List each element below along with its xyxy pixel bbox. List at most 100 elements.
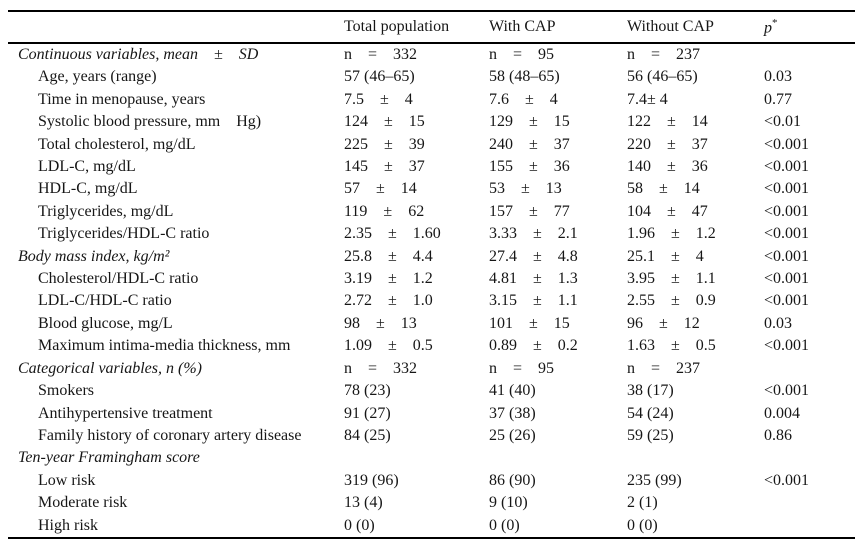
cell-without-cap: 3.95 ± 1.1 — [627, 270, 716, 288]
table-row-triglycerides: Triglycerides, mg/dL 119 ± 62 157 ± 77 1… — [8, 201, 855, 223]
cell-p: <0.001 — [764, 202, 810, 220]
table-row-systolic-bp: Systolic blood pressure, mm Hg) 124 ± 15… — [8, 111, 855, 133]
row-label: Systolic blood pressure, mm Hg) — [38, 113, 262, 131]
row-label: Low risk — [38, 471, 96, 489]
cell-total: n = 332 — [344, 359, 418, 377]
table-row-blood-glucose: Blood glucose, mg/L 98 ± 13 101 ± 15 96 … — [8, 313, 855, 335]
cell-p: 0.03 — [764, 314, 792, 332]
header-without-cap: Without CAP — [627, 18, 714, 35]
row-label: LDL-C/HDL-C ratio — [38, 292, 172, 310]
header-with-cap: With CAP — [489, 18, 556, 35]
cell-with-cap: 41 (40) — [489, 382, 536, 400]
cell-total: 119 ± 62 — [344, 202, 425, 220]
cell-without-cap: 96 ± 12 — [627, 314, 700, 332]
cell-without-cap: 220 ± 37 — [627, 135, 708, 153]
cell-with-cap: 0 (0) — [489, 516, 520, 534]
table-row-section-bmi: Body mass index, kg/m² 25.8 ± 4.4 27.4 ±… — [8, 246, 855, 268]
cell-without-cap: 58 ± 14 — [627, 180, 700, 198]
cell-total: 3.19 ± 1.2 — [344, 270, 433, 288]
cell-total: 145 ± 37 — [344, 158, 425, 176]
cell-with-cap: 157 ± 77 — [489, 202, 570, 220]
cell-total: 0 (0) — [344, 516, 375, 534]
row-label: Cholesterol/HDL-C ratio — [38, 270, 199, 288]
cell-total — [344, 447, 489, 469]
table-row-cholesterol-hdl-ratio: Cholesterol/HDL-C ratio 3.19 ± 1.2 4.81 … — [8, 268, 855, 290]
cell-without-cap: 38 (17) — [627, 382, 674, 400]
table-row-total-cholesterol: Total cholesterol, mg/dL 225 ± 39 240 ± … — [8, 134, 855, 156]
cell-p: <0.01 — [764, 113, 802, 131]
cell-total: 98 ± 13 — [344, 314, 417, 332]
table-row-antihypertensive: Antihypertensive treatment 91 (27) 37 (3… — [8, 403, 855, 425]
row-label: Ten-year Framingham score — [18, 449, 200, 467]
cell-p: <0.001 — [764, 158, 810, 176]
cell-with-cap: n = 95 — [489, 359, 555, 377]
header-p-value: p* — [764, 11, 855, 43]
cell-without-cap: 1.96 ± 1.2 — [627, 225, 716, 243]
cell-p: <0.001 — [764, 135, 810, 153]
table-header: Total population With CAP Without CAP p* — [8, 11, 855, 43]
cell-total: 1.09 ± 0.5 — [344, 337, 433, 355]
cell-p — [764, 43, 855, 66]
row-label: Smokers — [38, 382, 94, 400]
cell-p — [764, 358, 855, 380]
cell-p: 0.004 — [764, 404, 800, 422]
table-row-high-risk: High risk 0 (0) 0 (0) 0 (0) — [8, 515, 855, 538]
cell-p: <0.001 — [764, 382, 810, 400]
table-row-section-framingham: Ten-year Framingham score — [8, 447, 855, 469]
cell-with-cap: 58 (48–65) — [489, 68, 560, 86]
cell-without-cap: 54 (24) — [627, 404, 674, 422]
table-row-hdl-c: HDL-C, mg/dL 57 ± 14 53 ± 13 58 ± 14 <0.… — [8, 178, 855, 200]
row-label: Triglycerides/HDL-C ratio — [38, 225, 210, 243]
header-row: Total population With CAP Without CAP p* — [8, 11, 855, 43]
cell-without-cap: 2 (1) — [627, 494, 658, 512]
cell-without-cap: 56 (46–65) — [627, 68, 698, 86]
cell-with-cap: 129 ± 15 — [489, 113, 570, 131]
cell-total: 13 (4) — [344, 494, 383, 512]
cell-without-cap: 140 ± 36 — [627, 158, 708, 176]
row-label: High risk — [38, 516, 98, 534]
cell-p: <0.001 — [764, 180, 810, 198]
cell-total: 25.8 ± 4.4 — [344, 247, 433, 265]
cell-total: 2.35 ± 1.60 — [344, 225, 441, 243]
row-label: HDL-C, mg/dL — [38, 180, 138, 198]
row-label: Antihypertensive treatment — [38, 404, 213, 422]
row-label: Categorical variables, n (%) — [18, 359, 202, 377]
cell-with-cap: n = 95 — [489, 46, 555, 63]
table-row-smokers: Smokers 78 (23) 41 (40) 38 (17) <0.001 — [8, 380, 855, 402]
cell-total: 124 ± 15 — [344, 113, 425, 131]
cell-with-cap: 27.4 ± 4.8 — [489, 247, 578, 265]
table-row-intima-media: Maximum intima-media thickness, mm 1.09 … — [8, 335, 855, 357]
row-label: Body mass index, kg/m² — [18, 247, 170, 265]
row-label: Maximum intima-media thickness, mm — [38, 337, 291, 355]
cell-total: n = 332 — [344, 46, 418, 63]
cell-total: 57 (46–65) — [344, 68, 415, 86]
header-total-population: Total population — [344, 18, 450, 35]
row-label: Family history of coronary artery diseas… — [38, 426, 302, 444]
table-row-section-continuous: Continuous variables, mean ± SD n = 332 … — [8, 43, 855, 66]
cell-with-cap: 86 (90) — [489, 471, 536, 489]
cell-p: <0.001 — [764, 292, 810, 310]
cell-p: <0.001 — [764, 247, 810, 265]
cell-p: <0.001 — [764, 337, 810, 355]
cell-p: 0.03 — [764, 68, 792, 86]
cell-without-cap: 2.55 ± 0.9 — [627, 292, 716, 310]
table-row-moderate-risk: Moderate risk 13 (4) 9 (10) 2 (1) — [8, 492, 855, 514]
cell-with-cap — [489, 447, 627, 469]
cell-total: 7.5 ± 4 — [344, 90, 413, 108]
table-row-section-categorical: Categorical variables, n (%) n = 332 n =… — [8, 358, 855, 380]
table-row-ldl-c: LDL-C, mg/dL 145 ± 37 155 ± 36 140 ± 36 … — [8, 156, 855, 178]
clinical-characteristics-table: Total population With CAP Without CAP p*… — [8, 10, 855, 539]
cell-with-cap: 4.81 ± 1.3 — [489, 270, 578, 288]
cell-without-cap: 235 (99) — [627, 471, 682, 489]
table-row-family-history: Family history of coronary artery diseas… — [8, 425, 855, 447]
header-label-col — [8, 11, 344, 43]
table-row-triglycerides-hdl-ratio: Triglycerides/HDL-C ratio 2.35 ± 1.60 3.… — [8, 223, 855, 245]
table-row-low-risk: Low risk 319 (96) 86 (90) 235 (99) <0.00… — [8, 470, 855, 492]
row-label: LDL-C, mg/dL — [38, 158, 136, 176]
cell-p — [764, 447, 855, 469]
cell-with-cap: 240 ± 37 — [489, 135, 570, 153]
row-label: Time in menopause, years — [38, 90, 206, 108]
cell-with-cap: 0.89 ± 0.2 — [489, 337, 578, 355]
cell-with-cap: 53 ± 13 — [489, 180, 562, 198]
